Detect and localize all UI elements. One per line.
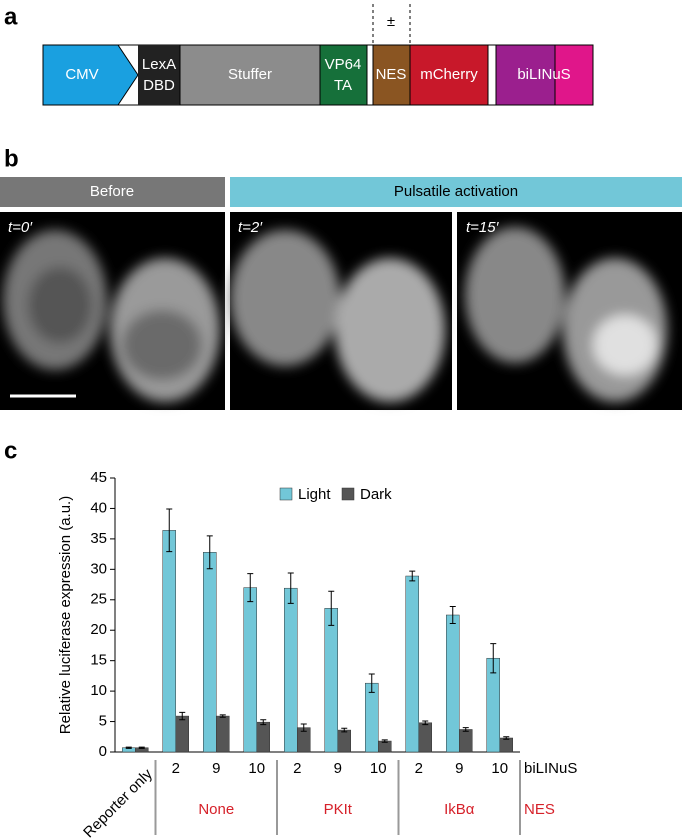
image bbox=[230, 212, 452, 410]
block-label: NES bbox=[376, 66, 407, 83]
y-tick-label: 15 bbox=[90, 652, 107, 669]
group-label: PKIt bbox=[324, 801, 353, 818]
error-bar bbox=[166, 508, 173, 553]
bar bbox=[216, 715, 230, 753]
error-bar bbox=[138, 746, 145, 749]
panel-label: c bbox=[4, 437, 17, 464]
y-tick-label: 5 bbox=[99, 713, 107, 730]
time-label: t=0′ bbox=[8, 219, 33, 236]
group-axis-label: NES bbox=[524, 801, 555, 818]
nes bbox=[372, 44, 411, 106]
y-tick-label: 45 bbox=[90, 469, 107, 486]
block-label: LexA bbox=[142, 56, 176, 73]
error-bar bbox=[287, 572, 294, 604]
vp64 bbox=[319, 44, 368, 106]
block-label: Stuffer bbox=[228, 66, 272, 83]
error-bar bbox=[422, 720, 429, 726]
after-bar bbox=[230, 177, 682, 207]
legend-swatch bbox=[341, 487, 355, 501]
bar bbox=[243, 587, 257, 753]
x-tick-label: 9 bbox=[334, 760, 342, 777]
lexa bbox=[138, 45, 180, 105]
y-tick-label: 0 bbox=[99, 743, 107, 760]
category-axis-label: biLINuS bbox=[524, 760, 577, 777]
bilinus-b bbox=[554, 44, 594, 106]
time-label: t=2′ bbox=[238, 219, 263, 236]
optional-mark: ± bbox=[387, 13, 395, 30]
error-bar bbox=[125, 746, 132, 749]
bar bbox=[418, 722, 432, 753]
legend-swatch bbox=[279, 487, 293, 501]
error-bar bbox=[300, 723, 307, 732]
image bbox=[0, 212, 225, 410]
bar bbox=[499, 737, 513, 753]
bar bbox=[324, 608, 338, 753]
error-bar bbox=[247, 573, 254, 603]
error-bar bbox=[381, 739, 388, 743]
bar bbox=[203, 552, 217, 753]
bar bbox=[365, 682, 379, 753]
error-bar bbox=[219, 714, 226, 718]
x-tick-label: Reporter only bbox=[80, 765, 156, 839]
block-label: mCherry bbox=[420, 66, 478, 83]
x-tick-label: 2 bbox=[415, 760, 423, 777]
group-label: IkBα bbox=[444, 801, 475, 818]
error-bar bbox=[503, 736, 510, 740]
after-label: Pulsatile activation bbox=[394, 183, 518, 200]
block-label: biLINuS bbox=[517, 66, 570, 83]
error-bar bbox=[328, 590, 335, 626]
block-label: CMV bbox=[65, 66, 98, 83]
y-tick-label: 10 bbox=[90, 682, 107, 699]
cmv bbox=[42, 44, 139, 106]
stuffer bbox=[179, 44, 321, 106]
error-bar bbox=[341, 727, 348, 733]
image bbox=[457, 212, 682, 410]
mcherry bbox=[409, 44, 489, 106]
legend-label: Light bbox=[298, 486, 331, 503]
x-tick-label: 2 bbox=[172, 760, 180, 777]
y-axis-label: Relative luciferase expression (a.u.) bbox=[57, 496, 74, 734]
bar bbox=[459, 729, 473, 753]
panel-label: a bbox=[4, 3, 18, 30]
legend-label: Dark bbox=[360, 486, 392, 503]
error-bar bbox=[260, 719, 267, 726]
x-tick-label: 10 bbox=[370, 760, 387, 777]
bar bbox=[337, 729, 351, 753]
bar bbox=[175, 715, 189, 753]
before-bar bbox=[0, 177, 225, 207]
bar bbox=[162, 530, 176, 753]
panel-label: b bbox=[4, 145, 19, 172]
error-bar bbox=[449, 605, 456, 625]
error-bar bbox=[179, 711, 186, 721]
error-bar bbox=[462, 727, 469, 732]
time-label: t=15′ bbox=[466, 219, 500, 236]
block-label: TA bbox=[334, 77, 352, 94]
block-label: DBD bbox=[143, 77, 175, 94]
bar bbox=[446, 614, 460, 753]
y-tick-label: 20 bbox=[90, 621, 107, 638]
y-tick-label: 40 bbox=[90, 499, 107, 516]
y-tick-label: 35 bbox=[90, 530, 107, 547]
error-bar bbox=[409, 570, 416, 582]
x-tick-label: 10 bbox=[248, 760, 265, 777]
y-tick-label: 25 bbox=[90, 591, 107, 608]
block-label: VP64 bbox=[325, 56, 362, 73]
x-tick-label: 2 bbox=[293, 760, 301, 777]
before-label: Before bbox=[90, 183, 134, 200]
error-bar bbox=[206, 535, 213, 570]
x-tick-label: 10 bbox=[491, 760, 508, 777]
error-bar bbox=[368, 673, 375, 693]
group-label: None bbox=[198, 801, 234, 818]
y-tick-label: 30 bbox=[90, 560, 107, 577]
bilinus-a bbox=[495, 44, 556, 106]
x-tick-label: 9 bbox=[212, 760, 220, 777]
x-tick-label: 9 bbox=[455, 760, 463, 777]
bar bbox=[405, 575, 419, 753]
error-bar bbox=[490, 643, 497, 674]
bar bbox=[256, 721, 270, 753]
bar bbox=[284, 587, 298, 753]
